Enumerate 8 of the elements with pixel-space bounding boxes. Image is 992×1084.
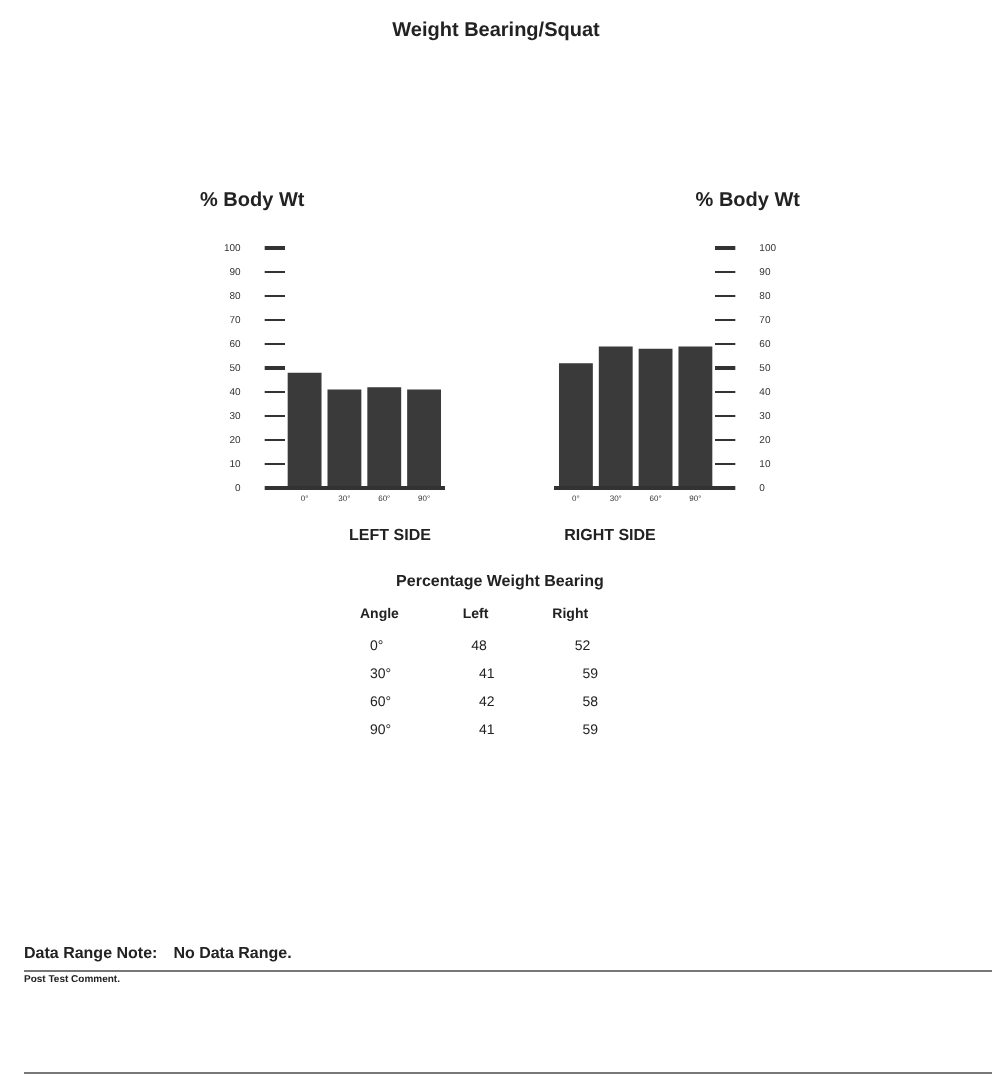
- text: Weight Bearing/Squat: [390, 20, 602, 42]
- text: Data Range Note:: [24, 944, 158, 962]
- text: Percentage Weight Bearing: [394, 572, 606, 590]
- x-axis-title: RIGHT SIDE: [562, 526, 658, 544]
- x-axis-title: LEFT SIDE: [347, 526, 433, 544]
- y-axis-title: % Body Wt: [695, 190, 800, 212]
- text: No Data Range.: [173, 944, 292, 962]
- y-axis-title: % Body Wt: [200, 190, 305, 212]
